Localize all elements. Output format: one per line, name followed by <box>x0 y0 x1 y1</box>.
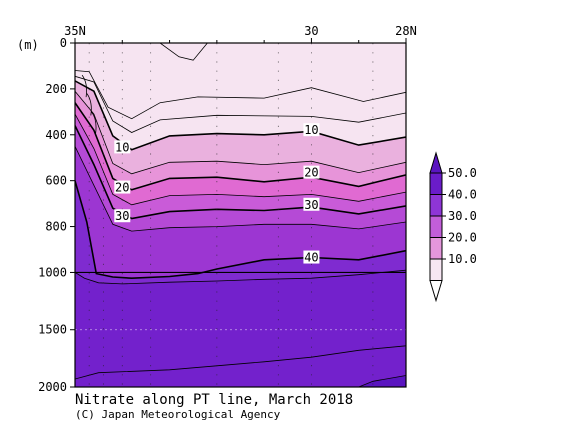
y-tick-label-400: 400 <box>45 128 67 142</box>
contour-c15 <box>75 90 406 175</box>
contour-slope-2 <box>91 111 97 134</box>
contour-label-30: 30 <box>115 209 129 223</box>
chart-title: Nitrate along PT line, March 2018 <box>75 392 353 408</box>
contour-label-30: 30 <box>304 198 318 212</box>
legend-label-0: 50.0 <box>448 166 477 180</box>
contour-labels: 10 20 30 10 20 30 40 <box>114 123 320 265</box>
contour-c25 <box>75 113 406 206</box>
contour-label-bg-3 <box>303 123 320 137</box>
contour-c7 <box>75 70 406 120</box>
legend-swatch-0 <box>429 172 443 195</box>
contour-label-40: 40 <box>304 251 318 265</box>
plot-area <box>75 43 406 387</box>
contour-c45 <box>75 269 406 285</box>
band-b25_30 <box>75 114 406 219</box>
contour-c35 <box>75 146 406 232</box>
band-ge50 <box>358 375 406 387</box>
legend: 50.0 40.0 30.0 20.0 10.0 <box>429 151 477 303</box>
legend-label-3: 20.0 <box>448 231 477 245</box>
y-tick-label-600: 600 <box>45 174 67 188</box>
legend-swatch-3 <box>429 237 443 260</box>
plot-border <box>74 42 407 388</box>
contour-label-bg-2 <box>114 209 131 223</box>
y-tick-label-2000: 2000 <box>38 380 67 394</box>
y-tick-label-200: 200 <box>45 82 67 96</box>
credit-text: (C) Japan Meteorological Agency <box>75 408 281 421</box>
band-b35_40 <box>75 146 406 279</box>
x-tick-label-2: 28N <box>395 24 417 38</box>
band-b15_20 <box>75 91 406 190</box>
y-tick-label-0: 0 <box>60 36 67 50</box>
legend-label-4: 10.0 <box>448 252 477 266</box>
contour-label-bg-0 <box>114 140 131 154</box>
contour-label-bg-4 <box>303 165 320 179</box>
y-tick-label-1500: 1500 <box>38 323 67 337</box>
contour-label-20: 20 <box>304 166 318 180</box>
contour-label-bg-1 <box>114 180 131 194</box>
legend-label-2: 30.0 <box>448 209 477 223</box>
contour-label-bg-5 <box>303 197 320 211</box>
contour-slope-1 <box>86 93 92 116</box>
plot-frame <box>74 42 407 388</box>
contour-label-10: 10 <box>304 123 318 137</box>
contour-c50 <box>75 345 406 380</box>
contour-label-bg-6 <box>303 250 320 264</box>
x-tick-label-0: 35N <box>64 24 86 38</box>
legend-swatch-4 <box>429 258 443 281</box>
band-ge45 <box>75 270 406 387</box>
y-tick-label-1000: 1000 <box>38 265 67 279</box>
axes: (m) 0 200 400 600 800 1000 1500 2000 35N 30 28N <box>17 24 417 394</box>
y-tick-label-800: 800 <box>45 220 67 234</box>
contour-label-20: 20 <box>115 181 129 195</box>
contour-label-10: 10 <box>115 140 129 154</box>
x-tick-label-1: 30 <box>304 24 318 38</box>
contour-cFin <box>358 375 406 387</box>
contour-c9 <box>75 75 406 133</box>
y-axis-unit-label: (m) <box>17 38 39 52</box>
contour-c5 <box>84 43 208 61</box>
band-b10_15 <box>75 80 406 174</box>
legend-label-1: 40.0 <box>448 188 477 202</box>
legend-bottom-arrow <box>429 280 443 303</box>
band-lt10 <box>75 43 406 150</box>
contour-c30-bold <box>75 125 406 220</box>
legend-swatch-2 <box>429 215 443 238</box>
legend-top-arrow <box>429 151 443 174</box>
legend-swatch-1 <box>429 194 443 217</box>
band-b20_25 <box>75 102 406 205</box>
contour-c10-bold <box>75 80 406 151</box>
contour-slope-0 <box>81 74 87 98</box>
